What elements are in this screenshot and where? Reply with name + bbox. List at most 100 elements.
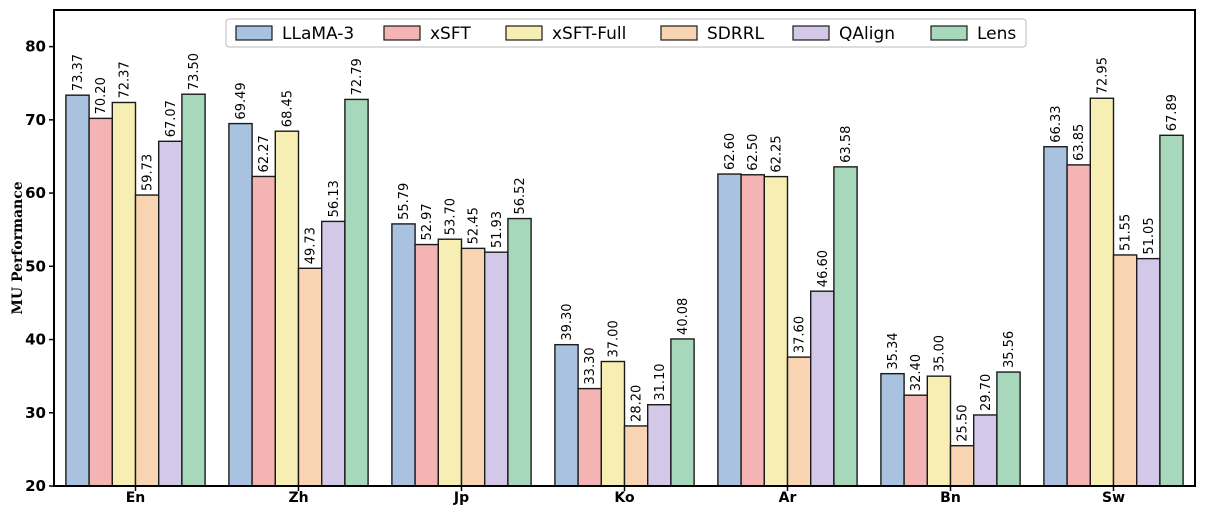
legend-swatch xyxy=(930,25,968,41)
value-label: 28.20 xyxy=(630,385,645,422)
bar-ko-xsft-full xyxy=(600,360,626,487)
value-label: 37.00 xyxy=(606,320,621,357)
legend-item-label: xSFT-Full xyxy=(552,24,626,44)
y-tick-label: 30 xyxy=(25,404,46,422)
bar-jp-lens xyxy=(507,217,532,487)
value-label: 31.10 xyxy=(653,363,668,400)
bar-bn-lens xyxy=(996,371,1021,487)
bar-jp-xsft xyxy=(414,243,440,487)
value-label: 53.70 xyxy=(443,198,458,235)
legend-swatch xyxy=(383,25,421,41)
x-tick-label: Sw xyxy=(1102,490,1125,506)
value-label: 73.50 xyxy=(187,53,202,90)
y-tick-label: 20 xyxy=(25,477,46,495)
bar-bn-llama-3 xyxy=(880,372,905,487)
bar-bn-qalign xyxy=(973,414,998,487)
x-tick-label: Jp xyxy=(453,490,469,506)
legend-swatch xyxy=(505,25,543,41)
value-label: 51.93 xyxy=(490,211,505,248)
value-label: 46.60 xyxy=(816,250,831,287)
legend-item-label: Lens xyxy=(977,24,1016,44)
bar-en-xsft-full xyxy=(111,101,137,487)
bar-en-llama-3 xyxy=(65,94,90,487)
value-label: 55.79 xyxy=(397,183,412,220)
bar-ko-sdrrl xyxy=(623,425,649,487)
value-label: 32.40 xyxy=(909,354,924,391)
value-label: 49.73 xyxy=(304,227,319,264)
bar-ar-llama-3 xyxy=(717,173,742,487)
bar-sw-llama-3 xyxy=(1043,146,1068,487)
bar-jp-qalign xyxy=(484,251,509,487)
bar-sw-lens xyxy=(1159,134,1184,487)
bar-ar-qalign xyxy=(810,290,835,487)
value-label: 66.33 xyxy=(1049,106,1064,143)
value-label: 51.05 xyxy=(1142,217,1157,254)
value-label: 72.95 xyxy=(1095,57,1110,94)
bar-zh-xsft-full xyxy=(274,130,300,487)
y-tick-label: 40 xyxy=(25,331,46,349)
bar-ko-llama-3 xyxy=(554,343,579,487)
value-label: 72.37 xyxy=(117,61,132,98)
bar-sw-qalign xyxy=(1135,257,1161,487)
value-label: 67.89 xyxy=(1165,94,1180,131)
y-axis-label: MU Performance xyxy=(10,181,26,314)
bar-bn-sdrrl xyxy=(949,445,975,487)
value-label: 29.70 xyxy=(979,374,994,411)
bar-bn-xsft-full xyxy=(926,375,952,487)
bar-en-xsft xyxy=(88,117,113,487)
bar-jp-sdrrl xyxy=(460,247,486,487)
value-label: 62.60 xyxy=(723,133,738,170)
bar-ko-xsft xyxy=(577,387,602,487)
legend-swatch xyxy=(235,25,273,41)
value-label: 62.50 xyxy=(746,134,761,171)
value-label: 40.08 xyxy=(676,298,691,335)
value-label: 33.30 xyxy=(583,347,598,384)
x-tick-label: Zh xyxy=(288,490,308,506)
legend-item-label: xSFT xyxy=(430,24,471,44)
bar-ar-xsft-full xyxy=(763,175,789,487)
value-label: 59.73 xyxy=(141,154,156,191)
bar-bn-xsft xyxy=(903,394,928,487)
y-tick-label: 70 xyxy=(25,111,46,129)
value-label: 63.58 xyxy=(839,126,854,163)
bar-ar-xsft xyxy=(740,174,765,487)
y-tick-label: 60 xyxy=(25,184,46,202)
value-label: 35.56 xyxy=(1002,331,1017,368)
value-label: 37.60 xyxy=(793,316,808,353)
value-label: 73.37 xyxy=(71,54,86,91)
legend-swatch xyxy=(660,25,698,41)
value-label: 62.27 xyxy=(257,135,272,172)
plot-frame xyxy=(53,9,1196,487)
value-label: 52.97 xyxy=(420,203,435,240)
bar-sw-xsft-full xyxy=(1089,97,1115,487)
value-label: 70.20 xyxy=(94,77,109,114)
value-label: 51.55 xyxy=(1119,214,1134,251)
x-tick-label: Ko xyxy=(614,490,635,506)
value-label: 56.13 xyxy=(327,180,342,217)
legend-swatch xyxy=(792,25,830,41)
bar-sw-sdrrl xyxy=(1112,254,1138,487)
bar-sw-xsft xyxy=(1066,164,1091,487)
bar-zh-llama-3 xyxy=(228,122,253,487)
value-label: 62.25 xyxy=(769,135,784,172)
x-tick-label: En xyxy=(126,490,146,506)
bar-ko-lens xyxy=(670,338,695,487)
legend-item-label: SDRRL xyxy=(707,24,765,44)
value-label: 35.34 xyxy=(886,332,901,369)
bar-zh-qalign xyxy=(321,220,346,487)
value-label: 52.45 xyxy=(467,207,482,244)
bar-jp-xsft-full xyxy=(437,238,463,487)
bar-en-lens xyxy=(181,93,206,487)
value-label: 69.49 xyxy=(234,82,249,119)
x-tick-label: Ar xyxy=(779,490,797,506)
y-tick-label: 50 xyxy=(25,257,46,275)
value-label: 72.79 xyxy=(350,58,365,95)
value-label: 35.00 xyxy=(932,335,947,372)
value-label: 39.30 xyxy=(560,303,575,340)
bar-ar-lens xyxy=(833,166,858,487)
value-label: 67.07 xyxy=(164,100,179,137)
bar-zh-sdrrl xyxy=(297,267,323,487)
bar-en-sdrrl xyxy=(134,194,160,487)
legend-item-label: LLaMA-3 xyxy=(282,24,354,44)
bar-en-qalign xyxy=(157,140,183,487)
